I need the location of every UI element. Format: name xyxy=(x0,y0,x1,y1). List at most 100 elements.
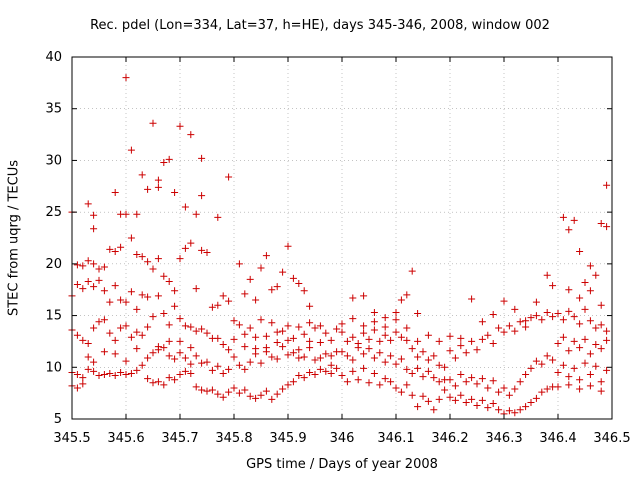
data-point xyxy=(144,375,152,383)
data-point xyxy=(586,262,594,270)
data-point xyxy=(603,336,611,344)
data-point xyxy=(144,293,152,301)
data-point xyxy=(154,378,162,386)
data-point xyxy=(484,331,492,339)
data-point xyxy=(225,365,233,373)
data-point xyxy=(597,378,605,386)
data-point xyxy=(198,246,206,254)
data-point xyxy=(451,382,459,390)
data-point xyxy=(322,350,330,358)
data-point xyxy=(111,350,119,358)
y-tick-label: 20 xyxy=(45,257,62,272)
data-point xyxy=(381,314,389,322)
data-point xyxy=(306,368,314,376)
data-point xyxy=(284,351,292,359)
data-point xyxy=(603,181,611,189)
data-point xyxy=(79,262,87,270)
data-point xyxy=(225,388,233,396)
data-point xyxy=(127,288,135,296)
y-tick-label: 5 xyxy=(54,412,62,427)
data-point xyxy=(343,337,351,345)
data-point xyxy=(127,234,135,242)
data-point xyxy=(349,294,357,302)
data-point xyxy=(451,354,459,362)
data-point xyxy=(522,371,530,379)
data-point xyxy=(376,381,384,389)
data-point xyxy=(84,365,92,373)
data-point xyxy=(338,348,346,356)
data-point xyxy=(138,331,146,339)
data-point xyxy=(165,155,173,163)
data-point xyxy=(414,337,422,345)
data-point xyxy=(84,200,92,208)
data-point xyxy=(176,255,184,263)
data-point xyxy=(106,245,114,253)
data-point xyxy=(392,328,400,336)
data-point xyxy=(111,372,119,380)
data-point xyxy=(90,211,98,219)
data-point xyxy=(473,380,481,388)
data-point xyxy=(408,369,416,377)
data-point xyxy=(316,354,324,362)
data-point xyxy=(586,287,594,295)
data-point xyxy=(79,285,87,293)
data-point xyxy=(565,226,573,234)
data-point xyxy=(144,185,152,193)
data-point xyxy=(165,337,173,345)
data-point xyxy=(165,321,173,329)
x-tick-label: 346.5 xyxy=(593,431,630,446)
data-point xyxy=(376,349,384,357)
data-point xyxy=(284,381,292,389)
data-point xyxy=(219,292,227,300)
data-point xyxy=(414,403,422,411)
data-point xyxy=(257,316,265,324)
data-point xyxy=(559,333,567,341)
data-point xyxy=(435,378,443,386)
data-point xyxy=(532,298,540,306)
data-point xyxy=(230,384,238,392)
data-point xyxy=(176,349,184,357)
data-point xyxy=(203,387,211,395)
data-point xyxy=(73,331,81,339)
data-point xyxy=(138,291,146,299)
data-point xyxy=(306,319,314,327)
data-point xyxy=(559,213,567,221)
data-point xyxy=(219,393,227,401)
data-point xyxy=(90,260,98,268)
data-point xyxy=(133,345,141,353)
data-point xyxy=(257,264,265,272)
data-point xyxy=(446,347,454,355)
data-point xyxy=(279,343,287,351)
y-tick-label: 25 xyxy=(45,205,62,220)
data-point xyxy=(144,323,152,331)
data-point xyxy=(538,316,546,324)
data-point xyxy=(149,313,157,321)
data-point xyxy=(214,334,222,342)
data-point xyxy=(268,286,276,294)
data-point xyxy=(225,297,233,305)
x-tick-label: 346.4 xyxy=(539,431,576,446)
data-point xyxy=(289,378,297,386)
data-point xyxy=(95,265,103,273)
data-point xyxy=(370,369,378,377)
data-point xyxy=(246,392,254,400)
data-point xyxy=(451,396,459,404)
data-point xyxy=(160,272,168,280)
data-point xyxy=(403,324,411,332)
data-point xyxy=(203,248,211,256)
data-point xyxy=(311,356,319,364)
data-point xyxy=(468,374,476,382)
data-point xyxy=(154,176,162,184)
data-point xyxy=(538,388,546,396)
data-point xyxy=(565,347,573,355)
data-point xyxy=(106,298,114,306)
data-point xyxy=(424,367,432,375)
data-point xyxy=(365,379,373,387)
data-point xyxy=(543,352,551,360)
data-point xyxy=(165,352,173,360)
data-point xyxy=(576,344,584,352)
data-point xyxy=(192,210,200,218)
data-point xyxy=(246,358,254,366)
data-point xyxy=(597,301,605,309)
